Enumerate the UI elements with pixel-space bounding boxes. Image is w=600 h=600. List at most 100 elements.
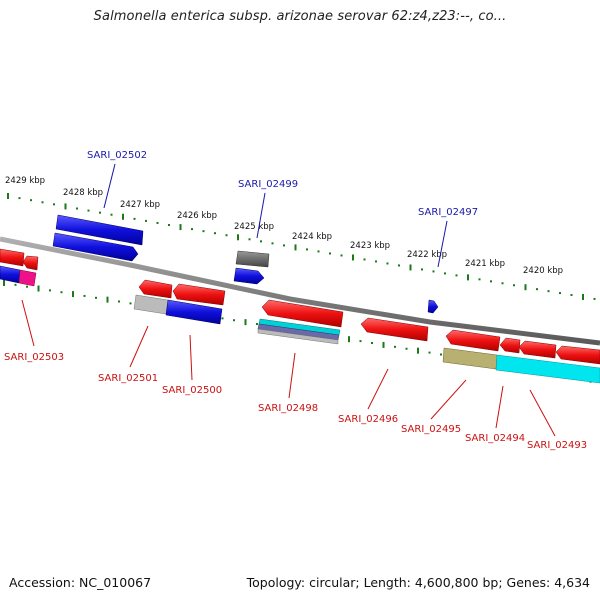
leader-sari-02497 xyxy=(437,220,448,268)
minor-tick xyxy=(593,297,596,300)
major-tick xyxy=(582,293,584,300)
minor-tick xyxy=(76,207,78,210)
genome-backbone xyxy=(0,236,600,346)
minor-tick xyxy=(405,347,408,350)
leader-sari-02499 xyxy=(256,192,266,239)
major-tick xyxy=(106,296,109,303)
minor-tick xyxy=(99,211,101,214)
minor-tick xyxy=(41,201,44,204)
gene-label[interactable]: SARI_02497 xyxy=(418,207,478,218)
minor-tick xyxy=(133,217,136,220)
minor-tick xyxy=(547,290,550,293)
gene-sari-02493-a[interactable] xyxy=(518,340,557,359)
minor-tick xyxy=(371,342,373,345)
tick-label: 2422 kbp xyxy=(407,250,447,260)
tick-label: 2426 kbp xyxy=(177,211,217,221)
leader-sari-02495 xyxy=(430,379,467,420)
gene-sari-02495[interactable] xyxy=(445,329,501,352)
gene-label[interactable]: SARI_02493 xyxy=(527,440,587,451)
minor-tick xyxy=(26,285,28,288)
gene-sari-02497[interactable] xyxy=(427,299,439,314)
major-tick xyxy=(409,264,412,271)
minor-tick xyxy=(87,209,90,212)
gene-label[interactable]: SARI_02494 xyxy=(465,433,525,444)
minor-tick xyxy=(363,258,366,261)
gene-sari-02503-red-small[interactable] xyxy=(22,255,39,271)
minor-tick xyxy=(18,197,21,200)
gene-sari-02500-red[interactable] xyxy=(172,283,226,306)
feature-sari-02501-gray[interactable] xyxy=(133,294,169,315)
gene-label[interactable]: SARI_02502 xyxy=(87,150,147,161)
gene-label[interactable]: SARI_02495 xyxy=(401,424,461,435)
leader-sari-02502 xyxy=(103,163,116,209)
gene-sari-02502-lower[interactable] xyxy=(52,232,139,262)
minor-tick xyxy=(110,213,113,216)
minor-tick xyxy=(317,250,320,253)
feature-sari-02494-cyan[interactable] xyxy=(495,354,600,384)
gene-label[interactable]: SARI_02499 xyxy=(238,179,298,190)
minor-tick xyxy=(260,240,262,243)
minor-tick xyxy=(375,260,377,263)
accession-text: Accession: NC_010067 xyxy=(9,575,152,590)
minor-tick xyxy=(14,283,17,286)
minor-tick xyxy=(145,219,147,222)
minor-tick xyxy=(83,294,86,297)
major-tick xyxy=(122,213,124,220)
gene-sari-02502-upper[interactable] xyxy=(55,214,144,246)
leader-sari-02501 xyxy=(129,325,149,368)
minor-tick xyxy=(455,274,458,277)
minor-tick xyxy=(359,340,362,343)
major-tick xyxy=(64,203,67,210)
minor-tick xyxy=(214,232,216,235)
minor-tick xyxy=(421,268,423,271)
leader-sari-02494 xyxy=(495,385,504,429)
minor-tick xyxy=(306,248,308,251)
gene-label[interactable]: SARI_02496 xyxy=(338,414,398,425)
minor-tick xyxy=(53,203,55,206)
gene-sari-02494[interactable] xyxy=(499,337,521,354)
major-tick xyxy=(417,347,419,354)
minor-tick xyxy=(559,292,561,295)
minor-tick xyxy=(394,345,396,348)
gene-sari-02501[interactable] xyxy=(138,279,173,299)
minor-tick xyxy=(340,254,343,257)
minor-tick xyxy=(95,296,97,299)
minor-tick xyxy=(283,244,285,247)
leader-sari-02496 xyxy=(367,368,389,410)
minor-tick xyxy=(398,264,400,267)
minor-tick xyxy=(233,319,235,322)
feature-sari-02498-gray[interactable] xyxy=(257,328,339,345)
tick-label: 2427 kbp xyxy=(120,200,160,210)
major-tick xyxy=(382,341,385,348)
major-tick xyxy=(237,234,239,241)
minor-tick xyxy=(329,252,331,255)
major-tick xyxy=(7,193,9,199)
feature-sari-02503-magenta[interactable] xyxy=(18,269,37,287)
gene-sari-02496[interactable] xyxy=(360,317,429,342)
gene-sari-02500-blue[interactable] xyxy=(165,299,223,325)
tick-label: 2428 kbp xyxy=(63,188,103,198)
gene-label[interactable]: SARI_02501 xyxy=(98,373,158,384)
gene-sari-02503-red[interactable] xyxy=(0,248,25,267)
major-tick xyxy=(179,224,182,231)
minor-tick xyxy=(536,288,538,291)
tick-label: 2423 kbp xyxy=(350,241,390,251)
major-tick xyxy=(37,285,40,292)
gene-sari-02493-b[interactable] xyxy=(555,345,600,365)
gene-sari-02499[interactable] xyxy=(233,267,265,285)
minor-tick xyxy=(478,278,481,281)
minor-tick xyxy=(168,224,170,227)
feature-sari-02495-olive[interactable] xyxy=(442,347,498,370)
major-tick xyxy=(3,280,5,286)
leader-sari-02493 xyxy=(529,389,556,437)
minor-tick xyxy=(501,282,504,285)
feature-sari-02499-gray[interactable] xyxy=(235,250,270,268)
gene-label[interactable]: SARI_02503 xyxy=(4,352,64,363)
gene-sari-02498-red[interactable] xyxy=(261,299,344,328)
gene-label[interactable]: SARI_02500 xyxy=(162,385,222,396)
leader-sari-02503 xyxy=(21,299,35,347)
gene-label[interactable]: SARI_02498 xyxy=(258,403,318,414)
minor-tick xyxy=(191,228,193,231)
minor-tick xyxy=(248,238,251,241)
